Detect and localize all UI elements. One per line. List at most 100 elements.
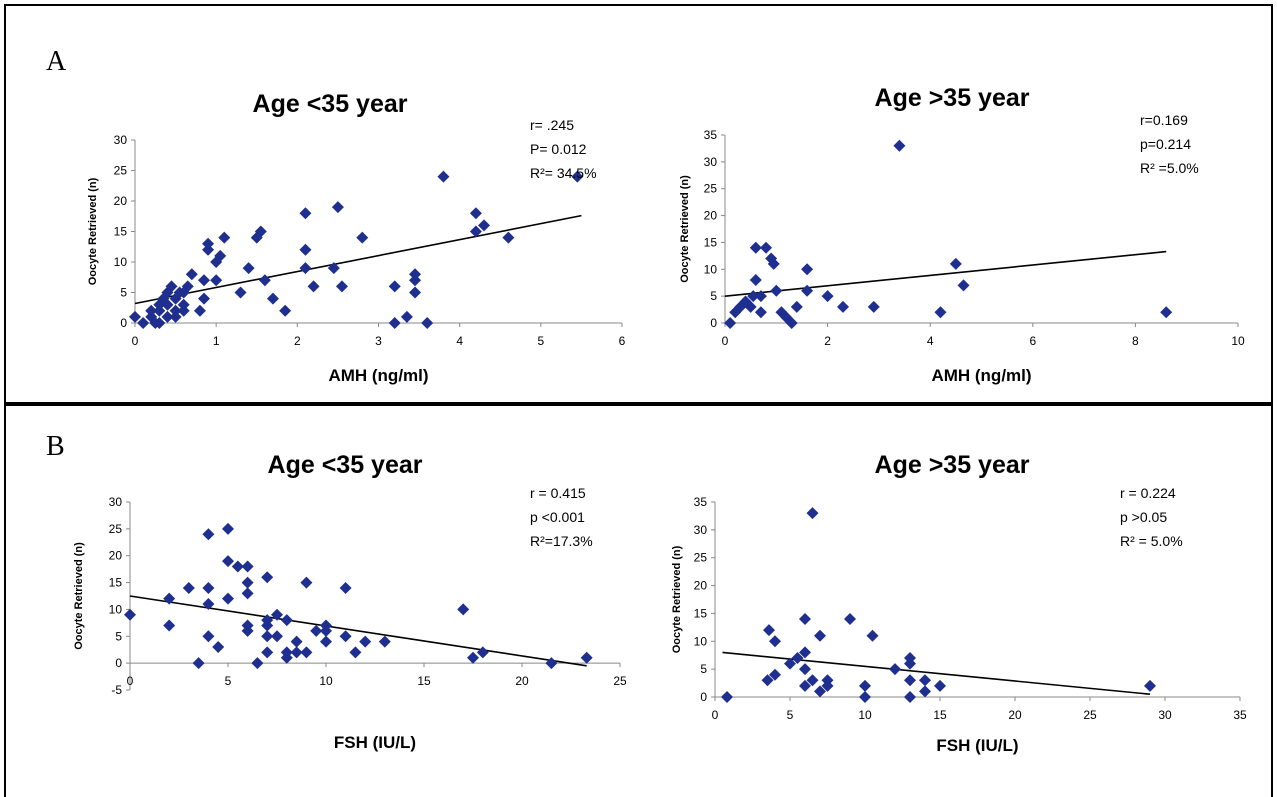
data-point <box>165 280 178 293</box>
y-tick-label: 10 <box>114 255 128 269</box>
y-tick-label: 25 <box>694 551 708 565</box>
data-point <box>320 619 332 632</box>
data-point <box>242 262 255 275</box>
y-tick-label: 15 <box>114 225 128 239</box>
x-tick-label: 30 <box>1158 708 1172 722</box>
data-point <box>222 522 234 535</box>
data-point <box>801 263 814 276</box>
y-tick-label: 5 <box>710 289 717 303</box>
data-point <box>290 646 303 659</box>
x-tick-label: 20 <box>1008 708 1022 722</box>
data-point <box>261 630 274 643</box>
data-point <box>409 286 422 299</box>
data-point <box>169 304 182 317</box>
data-point <box>867 300 880 313</box>
data-point <box>339 581 352 594</box>
y-tick-label: 0 <box>710 316 717 330</box>
data-point <box>836 300 849 313</box>
data-point <box>721 691 733 703</box>
data-point <box>469 225 482 238</box>
data-point <box>335 280 348 293</box>
data-point <box>724 317 737 329</box>
chart-3: -5 0 5 10 15 20 25 30 0 5 10 15 20 25 Age <35 year FSH … <box>73 451 627 752</box>
stat-label: p >0.05 <box>1120 509 1167 525</box>
data-point <box>251 657 264 670</box>
y-tick-label: 15 <box>694 606 708 620</box>
y-tick-label: 35 <box>704 128 718 142</box>
data-point <box>300 646 313 659</box>
chart-title: Age >35 year <box>875 451 1030 479</box>
stat-label: r = 0.224 <box>1120 485 1176 501</box>
data-point <box>261 646 274 659</box>
y-tick-label: 25 <box>114 164 128 178</box>
x-axis-label: AMH (ng/ml) <box>328 366 428 385</box>
data-point <box>799 663 811 676</box>
y-axis-label: Oocyte Retrieved (n) <box>679 175 691 283</box>
data-point <box>844 613 856 625</box>
x-tick-label: 0 <box>127 674 134 688</box>
stat-label: R² =5.0% <box>1140 160 1199 176</box>
y-axis-label: Oocyte Retrieved (n) <box>73 542 85 650</box>
stat-label: r= .245 <box>530 117 574 133</box>
data-point <box>754 306 767 319</box>
data-point <box>1144 679 1156 692</box>
data-point <box>476 646 489 659</box>
y-tick-label: 20 <box>109 549 123 563</box>
data-point <box>153 317 166 329</box>
data-point <box>400 310 413 323</box>
x-tick-label: 0 <box>722 334 729 348</box>
data-point <box>192 657 205 670</box>
data-point <box>790 300 803 313</box>
data-point <box>545 657 558 670</box>
data-point <box>754 290 767 303</box>
stat-label: R² = 5.0% <box>1120 533 1183 549</box>
x-tick-label: 25 <box>613 674 627 688</box>
y-tick-label: 5 <box>120 286 127 300</box>
y-tick-label: 25 <box>109 522 123 536</box>
panel-letter-a: A <box>46 46 67 77</box>
data-point <box>212 641 225 654</box>
data-point <box>799 646 811 659</box>
panel-letter-b: B <box>46 431 65 462</box>
data-point <box>271 630 283 643</box>
data-point <box>129 310 141 323</box>
data-point <box>791 652 804 664</box>
data-point <box>785 317 798 329</box>
x-tick-label: 8 <box>1132 334 1139 348</box>
data-point <box>571 170 584 183</box>
data-point <box>331 201 344 214</box>
trendline <box>724 250 1167 297</box>
y-tick-label: 30 <box>704 155 718 169</box>
data-point <box>904 652 916 664</box>
data-point <box>457 603 470 616</box>
data-point <box>137 317 150 329</box>
data-point <box>300 576 313 589</box>
data-point <box>327 262 340 275</box>
x-tick-label: 1 <box>213 334 220 348</box>
data-point <box>761 674 774 687</box>
data-point <box>814 629 826 642</box>
x-tick-label: 35 <box>1233 708 1247 722</box>
data-point <box>307 280 320 293</box>
data-point <box>299 207 312 220</box>
x-tick-label: 2 <box>824 334 831 348</box>
x-axis-label: AMH (ng/ml) <box>931 366 1031 385</box>
data-point <box>197 292 210 305</box>
stat-label: R²= 34.5% <box>530 165 597 181</box>
trendline <box>134 214 582 305</box>
chart-title: Age <35 year <box>253 90 408 118</box>
x-tick-label: 4 <box>456 334 463 348</box>
data-point <box>770 284 783 297</box>
data-point <box>222 555 234 568</box>
x-tick-label: 10 <box>319 674 333 688</box>
data-point <box>193 304 206 317</box>
chart-1: 0 5 10 15 20 25 30 0 1 2 3 4 5 6 Age <35 year AMH (ng/m… <box>87 90 626 385</box>
data-point <box>279 304 292 317</box>
y-tick-label: 0 <box>115 656 122 670</box>
data-point <box>280 614 293 627</box>
y-axis-label: Oocyte Retrieved (n) <box>87 177 99 285</box>
x-tick-label: 4 <box>927 334 934 348</box>
data-point <box>161 298 174 311</box>
data-point <box>437 170 450 183</box>
